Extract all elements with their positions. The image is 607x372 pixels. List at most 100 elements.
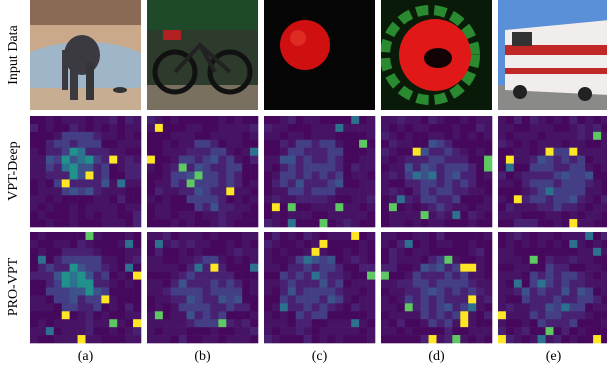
heatmap-cell [45,211,55,220]
heatmap-cell [577,263,586,272]
heatmap-cell [186,279,195,288]
heatmap-cell [428,155,437,164]
heatmap-cell [133,163,142,172]
heatmap-cell [420,147,429,156]
heatmap-cell [420,131,429,141]
column-label: (d) [428,349,445,364]
heatmap-cell [93,163,102,172]
heatmap-cell [234,295,243,304]
heatmap-cell [561,211,570,220]
heatmap-cell [537,271,546,280]
heatmap-cell [133,147,142,156]
heatmap-cell [476,232,485,241]
heatmap-cell [468,255,477,265]
heatmap-cell [133,239,142,249]
heatmap-cell [452,287,461,296]
heatmap-cell [460,163,469,172]
heatmap-cell [436,139,445,149]
heatmap-cell [311,319,320,328]
heatmap-cell [242,139,251,149]
heatmap-cell [335,319,344,328]
heatmap-cell [101,139,110,149]
heatmap-cell [125,139,134,149]
heatmap-cell [521,171,531,180]
heatmap-cell [30,279,39,288]
heatmap-cell [601,279,607,288]
heatmap-cell [77,219,86,228]
heatmap-cell [234,327,243,336]
heatmap-cell [468,147,477,156]
heatmap-cell [311,211,320,220]
heatmap-cell [93,219,102,228]
heatmap-cell [186,247,195,257]
attention-map [381,232,493,344]
heatmap-cell [287,187,297,196]
heatmap-cell [178,279,187,288]
heatmap-cell [412,203,421,212]
heatmap-cell [468,163,477,172]
heatmap-cell [404,211,414,220]
heatmap-cell [367,195,376,204]
heatmap-cell [264,247,273,257]
heatmap-cell [537,255,546,265]
heatmap-cell [242,279,251,288]
heatmap-cell [381,287,390,296]
heatmap-cell [147,232,156,241]
heatmap-cell [226,147,235,156]
heatmap-cell [577,211,586,220]
heatmap-cell [53,327,63,336]
heatmap-cell [561,263,570,272]
heatmap-cell [388,263,398,272]
heatmap-cell [170,271,180,280]
heatmap-cell [45,311,55,320]
heatmap-cell [61,295,70,304]
heatmap-cell [186,255,195,265]
heatmap-cell [521,271,531,280]
heatmap-cell [601,147,607,156]
heatmap-cell [30,311,39,320]
heatmap-cell [529,255,538,265]
heatmap-cell [468,263,477,272]
heatmap-cell [295,279,304,288]
heatmap-cell [335,187,344,196]
heatmap-cell [210,195,219,204]
heatmap-cell [404,232,414,241]
heatmap-cell [147,155,156,164]
heatmap-cell [498,195,507,204]
heatmap-cell [287,195,297,204]
heatmap-cell [537,187,546,196]
heatmap-cell [351,247,360,257]
heatmap-cell [186,203,195,212]
heatmap-cell [452,179,461,188]
heatmap-cell [367,139,376,149]
heatmap-cell [593,139,602,149]
heatmap-cell [601,271,607,280]
heatmap-cell [521,263,531,272]
heatmap-cell [202,271,211,280]
heatmap-cell [69,263,78,272]
heatmap-cell [30,219,39,228]
heatmap-cell [30,263,39,272]
heatmap-cell [436,187,445,196]
heatmap-cell [484,203,493,212]
heatmap-cell [444,211,453,220]
heatmap-cell [170,195,180,204]
heatmap-cell [436,271,445,280]
heatmap-cell [521,155,531,164]
heatmap-cell [351,123,360,133]
heatmap-cell [505,163,515,172]
heatmap-cell [287,155,297,164]
heatmap-cell [343,327,352,336]
heatmap-cell [93,255,102,265]
heatmap-cell [311,219,320,228]
heatmap-cell [37,335,47,344]
heatmap-cell [327,271,336,280]
heatmap-cell [359,187,368,196]
heatmap-cell [468,179,477,188]
heatmap-cell [117,295,126,304]
heatmap-cell [476,327,485,336]
heatmap-cell [404,335,414,344]
heatmap-cell [295,295,304,304]
heatmap-cell [30,195,39,204]
heatmap-cell [351,255,360,265]
